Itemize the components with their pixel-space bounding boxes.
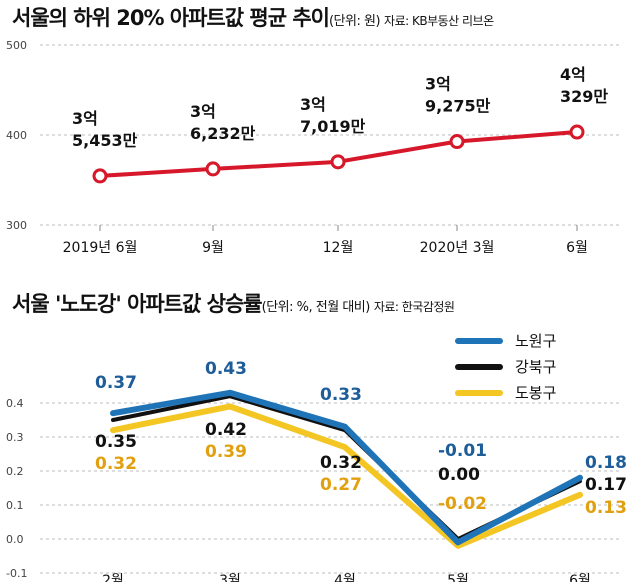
price-data-point [569, 124, 585, 140]
price-y-tick-label: 400 [6, 129, 27, 142]
price-x-tick-label: 6월 [566, 240, 588, 256]
price-data-point [330, 154, 346, 170]
rate-data-label-강북구: 0.35 [95, 432, 137, 452]
rate-data-label-도봉구: -0.02 [438, 494, 487, 514]
rate-x-tick-label: 5월 [447, 573, 469, 582]
legend-label-노원구: 노원구 [515, 332, 556, 350]
rate-data-label-노원구: 0.33 [320, 385, 362, 405]
rate-data-label-강북구: 0.42 [205, 420, 247, 440]
price-data-label-line2: 5,453만 [72, 131, 138, 150]
rate-y-tick-label: 0.0 [6, 533, 24, 546]
rate-panel: 서울 '노도강' 아파트값 상승률(단위: %, 전월 대비) 자료: 한국감정원… [0, 282, 640, 582]
legend-label-도봉구: 도봉구 [515, 384, 556, 402]
price-trend-source: 자료: KB부동산 리브온 [384, 14, 494, 28]
price-y-tick-label: 300 [6, 219, 27, 232]
rate-y-tick-label: 0.3 [6, 431, 24, 444]
rate-y-tick-label: -0.1 [6, 567, 27, 580]
rate-y-tick-label: 0.1 [6, 499, 24, 512]
rate-chart: -0.1 0.0 0.1 0.2 0.3 0.4 2월 3월 4월 5월 6월 0.37 0.43 0.3… [6, 332, 627, 582]
price-data-label-line2: 6,232만 [190, 124, 256, 143]
rate-y-tick-label: 0.4 [6, 397, 24, 410]
price-data-label-line1: 3억 [190, 102, 216, 121]
price-data-label-line1: 4억 [560, 65, 586, 84]
rate-data-label-강북구: 0.00 [438, 465, 480, 485]
rate-title-row: 서울 '노도강' 아파트값 상승률(단위: %, 전월 대비) 자료: 한국감정원 [12, 288, 455, 318]
rate-data-label-강북구: 0.17 [585, 475, 627, 495]
rate-x-tick-label: 2월 [102, 573, 124, 582]
price-trend-chart: 300 400 500 2019년 6월 9월 12월 2020년 3월 6월 3억 5,453만… [6, 39, 620, 256]
rate-data-label-도봉구: 0.13 [585, 498, 627, 518]
price-trend-unit: (단위: 원) [328, 14, 381, 29]
price-data-label-line1: 3억 [72, 109, 98, 128]
price-trend-title-row: 서울의 하위 20% 아파트값 평균 추이(단위: 원) 자료: KB부동산 리브… [12, 2, 494, 32]
rate-x-tick-label: 6월 [569, 573, 591, 582]
price-x-tick-label: 12월 [323, 240, 354, 256]
rate-data-label-노원구: -0.01 [438, 441, 487, 461]
price-x-tick-label: 2020년 3월 [420, 240, 495, 256]
rate-series-line-도봉구 [110, 403, 583, 549]
price-data-point [449, 134, 465, 150]
price-data-point [92, 168, 108, 184]
rate-title: 서울 '노도강' 아파트값 상승률 [12, 292, 263, 316]
price-x-tick-label: 9월 [202, 240, 224, 256]
price-trend-panel: 서울의 하위 20% 아파트값 평균 추이(단위: 원) 자료: KB부동산 리브… [0, 0, 640, 270]
rate-source: 자료: 한국감정원 [373, 300, 455, 314]
price-data-label-line1: 3억 [300, 95, 326, 114]
rate-series-line-노원구 [110, 389, 583, 546]
rate-data-label-도봉구: 0.27 [320, 475, 362, 495]
price-series-line [99, 130, 578, 178]
rate-data-label-노원구: 0.43 [205, 359, 247, 379]
legend-label-강북구: 강북구 [515, 358, 556, 376]
price-y-tick-label: 500 [6, 39, 27, 52]
price-data-label-line1: 3억 [425, 75, 451, 94]
price-data-label-line2: 7,019만 [300, 117, 366, 136]
rate-x-tick-label: 4월 [334, 573, 356, 582]
rate-data-label-도봉구: 0.32 [95, 454, 137, 474]
price-trend-title: 서울의 하위 20% 아파트값 평균 추이 [12, 6, 330, 30]
rate-data-label-강북구: 0.32 [320, 453, 362, 473]
rate-data-label-도봉구: 0.39 [205, 442, 247, 462]
rate-y-tick-label: 0.2 [6, 465, 24, 478]
price-data-label-line2: 9,275만 [425, 97, 491, 116]
price-data-label-line2: 329만 [560, 87, 608, 106]
rate-x-tick-label: 3월 [219, 573, 241, 582]
rate-data-label-노원구: 0.37 [95, 373, 137, 393]
rate-data-label-노원구: 0.18 [585, 453, 627, 473]
rate-unit: (단위: %, 전월 대비) [261, 300, 371, 315]
price-data-point [205, 161, 221, 177]
price-x-tick-label: 2019년 6월 [63, 240, 138, 256]
